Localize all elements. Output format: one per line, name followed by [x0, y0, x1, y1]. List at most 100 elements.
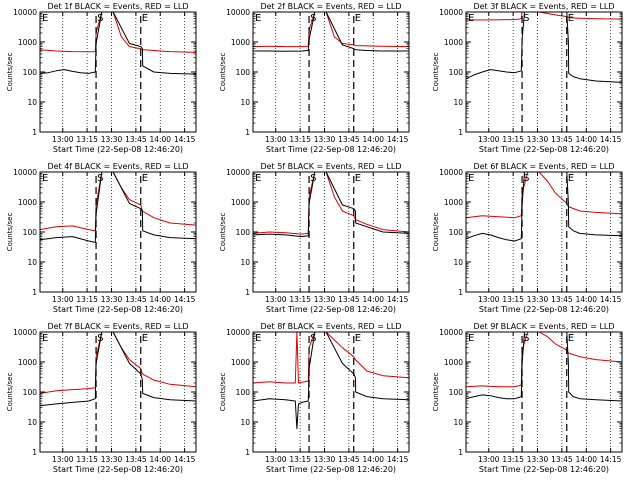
events-series-line [252, 171, 410, 238]
y-tick-label: 1 [458, 288, 463, 297]
marker-label: E [255, 333, 261, 344]
y-axis-label: Counts/sec [432, 213, 440, 252]
x-tick-label: 13:45 [125, 455, 147, 464]
y-tick-label: 10 [453, 418, 463, 427]
y-tick-label: 10000 [439, 8, 463, 17]
marker-label: E [355, 13, 361, 24]
marker-label: E [142, 333, 148, 344]
y-tick-label: 1000 [444, 198, 463, 207]
x-tick-label: 13:45 [551, 455, 573, 464]
x-tick-label: 13:15 [76, 135, 98, 144]
panel-title: Det 2f BLACK = Events, RED = LLD [260, 2, 401, 11]
panel-title: Det 7f BLACK = Events, RED = LLD [47, 322, 188, 331]
y-tick-label: 10 [240, 258, 250, 267]
x-tick-label: 13:00 [478, 295, 500, 304]
marker-label: S [310, 333, 316, 344]
marker-label: S [310, 13, 316, 24]
y-tick-label: 100 [449, 388, 464, 397]
marker-label: E [255, 13, 261, 24]
panel-title: Det 5f BLACK = Events, RED = LLD [260, 162, 401, 171]
y-tick-label: 10000 [13, 8, 37, 17]
x-tick-label: 13:45 [551, 135, 573, 144]
y-tick-label: 100 [236, 228, 251, 237]
x-tick-label: 13:45 [338, 135, 360, 144]
x-tick-label: 13:15 [289, 455, 311, 464]
x-tick-label: 13:30 [101, 135, 123, 144]
y-tick-label: 1 [32, 448, 37, 457]
panel-title: Det 3f BLACK = Events, RED = LLD [473, 2, 614, 11]
x-tick-label: 14:15 [387, 135, 409, 144]
y-axis-label: Counts/sec [6, 213, 14, 252]
plot-frame [39, 171, 197, 293]
marker-label: S [97, 13, 103, 24]
x-tick-label: 14:00 [362, 455, 384, 464]
panel-title: Det 4f BLACK = Events, RED = LLD [47, 162, 188, 171]
y-tick-label: 10 [453, 98, 463, 107]
y-tick-label: 10 [453, 258, 463, 267]
x-tick-label: 13:00 [52, 455, 74, 464]
x-axis-label: Start Time (22-Sep-08 12:46:20) [479, 465, 609, 474]
events-series-line [39, 171, 197, 243]
y-tick-label: 1000 [231, 38, 250, 47]
y-tick-label: 100 [449, 68, 464, 77]
x-tick-label: 13:00 [265, 455, 287, 464]
y-tick-label: 1 [32, 128, 37, 137]
marker-label: E [568, 173, 574, 184]
y-tick-label: 100 [23, 228, 38, 237]
plot-frame [252, 331, 410, 453]
x-tick-label: 14:15 [600, 455, 622, 464]
lld-series-line [465, 171, 623, 219]
lld-series-line [252, 331, 410, 384]
x-tick-label: 13:30 [101, 295, 123, 304]
y-tick-label: 1000 [231, 358, 250, 367]
x-tick-label: 13:00 [265, 135, 287, 144]
marker-label: E [42, 13, 48, 24]
x-tick-label: 14:00 [149, 295, 171, 304]
x-tick-label: 14:15 [387, 295, 409, 304]
x-tick-label: 13:15 [502, 295, 524, 304]
plot-frame [39, 11, 197, 133]
panel-title: Det 1f BLACK = Events, RED = LLD [47, 2, 188, 11]
y-axis-label: Counts/sec [219, 213, 227, 252]
x-tick-label: 14:15 [387, 455, 409, 464]
x-axis-label: Start Time (22-Sep-08 12:46:20) [266, 305, 396, 314]
x-tick-label: 14:15 [174, 295, 196, 304]
x-axis-label: Start Time (22-Sep-08 12:46:20) [266, 465, 396, 474]
marker-label: E [468, 13, 474, 24]
events-series-line [465, 171, 623, 242]
x-tick-label: 13:15 [289, 135, 311, 144]
y-tick-label: 10 [240, 418, 250, 427]
marker-label: S [523, 173, 529, 184]
x-tick-label: 13:15 [76, 295, 98, 304]
y-axis-label: Counts/sec [6, 373, 14, 412]
x-tick-label: 13:30 [314, 295, 336, 304]
x-tick-label: 13:00 [52, 135, 74, 144]
y-tick-label: 100 [236, 388, 251, 397]
y-axis-label: Counts/sec [432, 373, 440, 412]
y-tick-label: 10 [27, 258, 37, 267]
plot-frame [39, 331, 197, 453]
x-axis-label: Start Time (22-Sep-08 12:46:20) [53, 305, 183, 314]
events-series-line [253, 11, 409, 52]
x-axis-label: Start Time (22-Sep-08 12:46:20) [53, 465, 183, 474]
x-tick-label: 13:15 [502, 135, 524, 144]
marker-label: E [568, 13, 574, 24]
y-tick-label: 1 [32, 288, 37, 297]
marker-label: S [97, 333, 103, 344]
x-tick-label: 14:00 [575, 135, 597, 144]
marker-label: E [255, 173, 261, 184]
x-tick-label: 14:15 [600, 295, 622, 304]
x-tick-label: 13:15 [289, 295, 311, 304]
y-tick-label: 1 [458, 448, 463, 457]
x-tick-label: 13:00 [478, 135, 500, 144]
plot-frame [252, 11, 410, 133]
plot-frame [465, 171, 623, 293]
marker-label: S [97, 173, 103, 184]
x-tick-label: 13:45 [125, 295, 147, 304]
